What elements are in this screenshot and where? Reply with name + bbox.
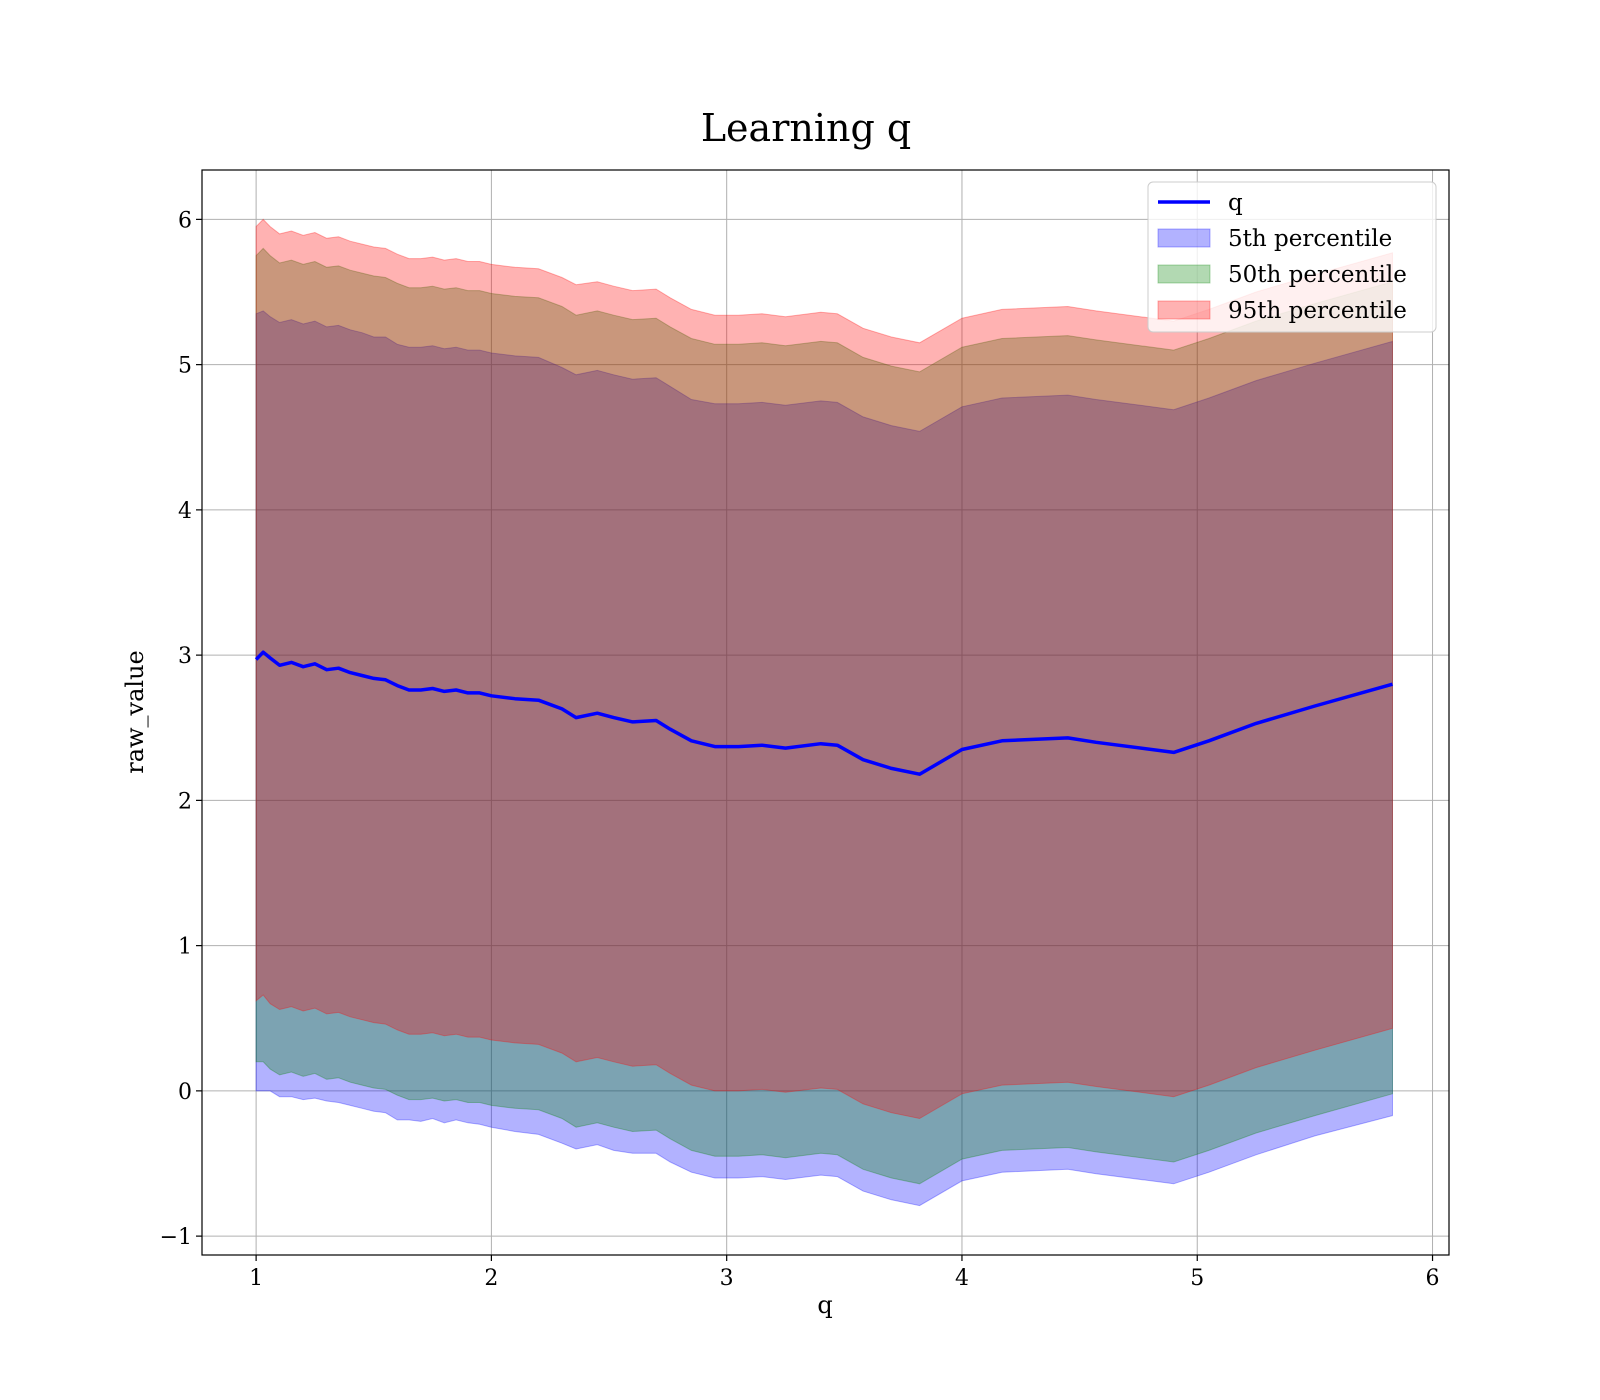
y-tick-label: −1 [160, 1225, 192, 1250]
y-tick-label: 1 [178, 935, 192, 960]
y-tick-label: 6 [178, 208, 192, 233]
y-tick-label: 4 [178, 499, 192, 524]
x-tick-label: 3 [720, 1266, 734, 1291]
legend-swatch [1157, 228, 1211, 248]
percentile-bands [255, 218, 1393, 1207]
legend-label: 50th percentile [1228, 262, 1407, 288]
legend-box [1147, 181, 1437, 333]
x-tick-label: 5 [1190, 1266, 1204, 1291]
legend-label: 95th percentile [1228, 298, 1407, 324]
x-tick-label: 6 [1426, 1266, 1440, 1291]
legend-swatch [1157, 264, 1211, 284]
chart-title: Learning q [701, 106, 911, 150]
series-lines [254, 650, 1393, 776]
x-axis-label: q [817, 1291, 832, 1319]
x-axis-ticks: 1 2 3 4 5 6 [249, 1255, 1440, 1291]
legend: q 5th percentile 50th percentile 95th perce… [1147, 181, 1437, 333]
band-50th-percentile [255, 247, 1393, 1185]
legend-label: q [1228, 190, 1243, 216]
y-axis-ticks: −1 0 1 2 3 4 5 6 [160, 208, 202, 1250]
y-tick-label: 5 [178, 354, 192, 379]
x-tick-label: 2 [484, 1266, 498, 1291]
y-tick-label: 2 [178, 789, 192, 814]
series-line-q [254, 650, 1393, 776]
band-95th-percentile [255, 218, 1393, 1120]
y-tick-label: 0 [178, 1080, 192, 1105]
band-5th-percentile [255, 310, 1393, 1207]
legend-label: 5th percentile [1228, 226, 1392, 252]
x-tick-label: 4 [955, 1266, 969, 1291]
y-tick-label: 3 [178, 644, 192, 669]
x-tick-label: 1 [249, 1266, 263, 1291]
y-axis-label: raw_value [121, 650, 149, 774]
plot-frame [201, 169, 1450, 1256]
legend-swatch [1157, 300, 1211, 320]
